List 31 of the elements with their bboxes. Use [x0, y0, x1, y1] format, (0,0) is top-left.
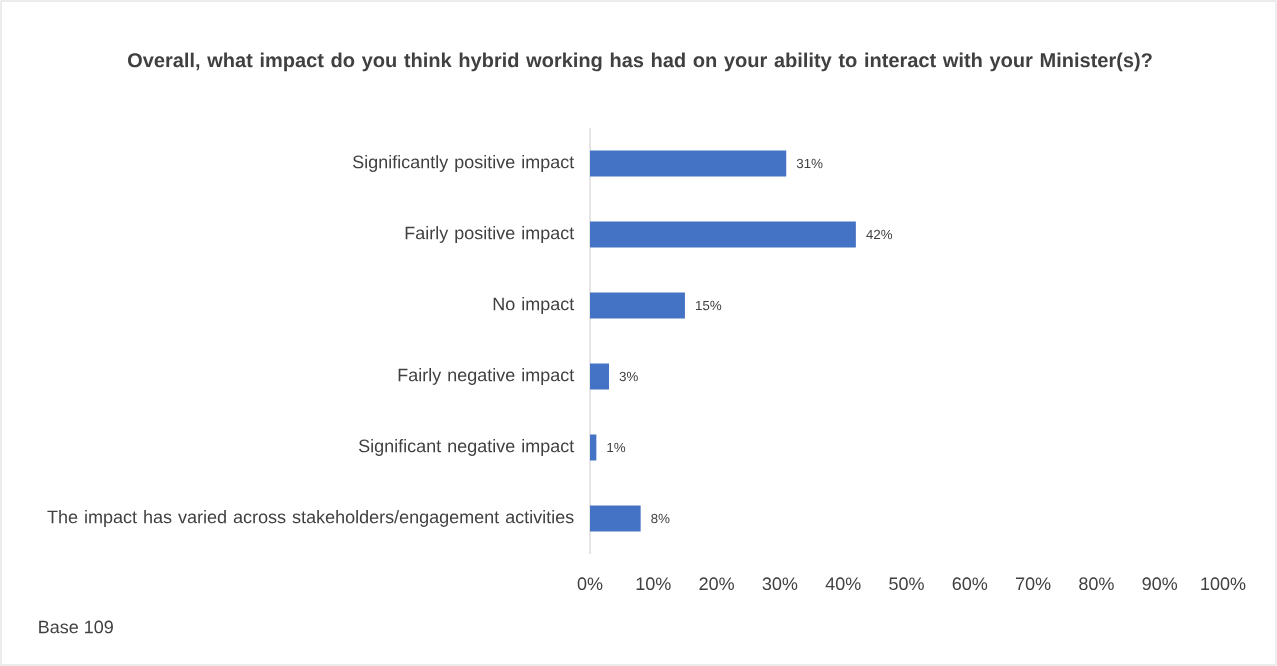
data-label: 3% [619, 371, 638, 382]
x-tick-label: 100% [1201, 577, 1246, 591]
data-label: 31% [796, 158, 823, 169]
bar [590, 292, 685, 319]
x-tick-label: 80% [1079, 577, 1114, 591]
x-tick-label: 30% [762, 577, 798, 591]
bar [590, 363, 609, 390]
data-label: 42% [866, 229, 893, 240]
chart-title: Overall, what impact do you think hybrid working has had on your ability to interact with your Minister(s)? [128, 52, 1152, 72]
y-tick-label: Fairly positive impact [405, 226, 575, 243]
bar [590, 150, 787, 177]
y-tick-label: Fairly negative impact [398, 368, 575, 385]
x-tick-label: 20% [699, 577, 734, 591]
data-label: 15% [696, 300, 722, 311]
text: Base 109 [39, 620, 113, 634]
x-tick-label: 40% [825, 577, 861, 591]
data-label: 1% [607, 442, 626, 453]
data-label: 8% [651, 513, 670, 524]
bar [590, 505, 641, 532]
x-tick-label: 70% [1016, 577, 1051, 591]
y-tick-label: Significant negative impact [358, 439, 575, 456]
y-tick-label: The impact has varied across stakeholders/engagement activities [47, 510, 574, 527]
bar [590, 221, 856, 248]
x-tick-label: 60% [952, 577, 988, 591]
y-tick-label: No impact [493, 297, 575, 314]
x-tick-label: 90% [1142, 577, 1178, 591]
x-tick-label: 10% [636, 577, 671, 591]
x-tick-label: 0% [577, 577, 603, 591]
bar [590, 434, 597, 461]
x-tick-label: 50% [889, 577, 924, 591]
y-tick-label: Significantly positive impact [352, 155, 575, 172]
